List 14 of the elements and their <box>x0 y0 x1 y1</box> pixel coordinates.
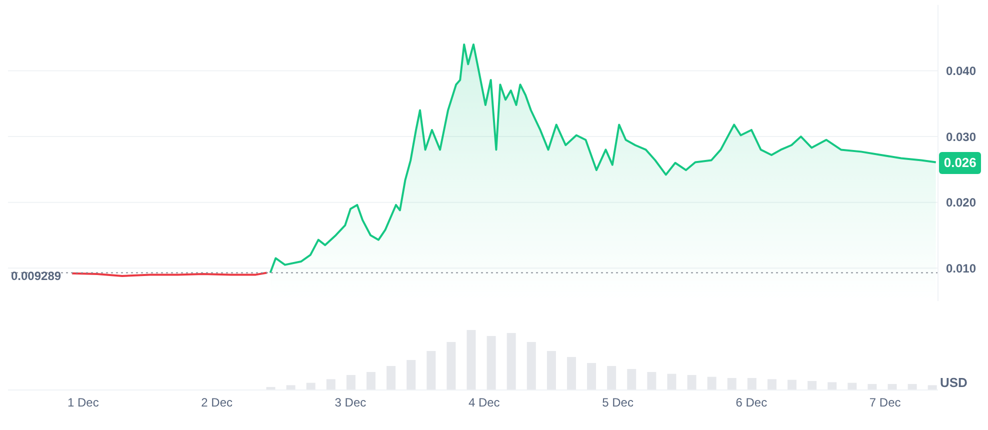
x-tick-label: 6 Dec <box>736 396 768 410</box>
ref-line-label: 0.009289 <box>11 268 62 283</box>
y-axis-title: USD <box>940 375 968 390</box>
x-tick-label: 2 Dec <box>201 396 233 410</box>
y-tick-label: 0.040 <box>946 64 976 78</box>
annotation: 0.026 <box>938 152 982 174</box>
y-tick-label: 0.010 <box>946 261 976 276</box>
x-tick-label: 7 Dec <box>869 396 901 410</box>
x-tick-label: 3 Dec <box>334 396 366 410</box>
y-tick-label: 0.030 <box>946 130 976 144</box>
x-tick-label: 4 Dec <box>468 396 500 410</box>
y-tick-label: 0.020 <box>946 196 976 210</box>
x-tick-label: 1 Dec <box>68 396 99 410</box>
x-tick-label: 5 Dec <box>602 396 634 410</box>
